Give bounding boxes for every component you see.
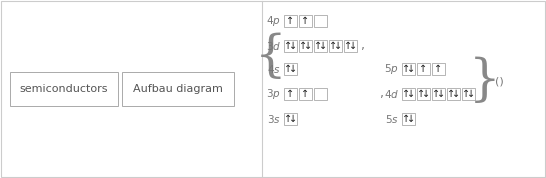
- FancyBboxPatch shape: [284, 15, 297, 27]
- Text: semiconductors: semiconductors: [20, 84, 108, 94]
- Text: ↑: ↑: [299, 41, 307, 51]
- Text: ↑: ↑: [287, 16, 294, 26]
- Text: ,: ,: [361, 40, 365, 53]
- FancyBboxPatch shape: [10, 72, 118, 106]
- Text: ↑: ↑: [344, 41, 352, 51]
- Text: (): (): [495, 77, 504, 87]
- Text: ↑: ↑: [462, 89, 470, 99]
- Text: ↑: ↑: [329, 41, 337, 51]
- FancyBboxPatch shape: [432, 88, 445, 100]
- Text: ↑: ↑: [432, 89, 441, 99]
- Text: ↓: ↓: [407, 89, 415, 99]
- Text: $4p$: $4p$: [266, 14, 281, 28]
- Text: ↑: ↑: [402, 114, 411, 124]
- FancyBboxPatch shape: [344, 40, 357, 52]
- Text: ↑: ↑: [284, 64, 292, 74]
- Text: $4s$: $4s$: [267, 63, 281, 75]
- Text: $3s$: $3s$: [267, 113, 281, 125]
- Text: ↑: ↑: [287, 89, 294, 99]
- FancyBboxPatch shape: [402, 88, 415, 100]
- Text: ↓: ↓: [304, 41, 312, 51]
- Text: {: {: [255, 33, 287, 82]
- FancyBboxPatch shape: [402, 113, 415, 125]
- FancyBboxPatch shape: [402, 63, 415, 75]
- FancyBboxPatch shape: [314, 88, 327, 100]
- FancyBboxPatch shape: [314, 40, 327, 52]
- FancyBboxPatch shape: [284, 113, 297, 125]
- Text: $5s$: $5s$: [385, 113, 399, 125]
- Text: ↓: ↓: [319, 41, 327, 51]
- Text: $4d$: $4d$: [384, 88, 399, 100]
- Text: ↑: ↑: [417, 89, 425, 99]
- FancyBboxPatch shape: [417, 63, 430, 75]
- Text: Aufbau diagram: Aufbau diagram: [133, 84, 223, 94]
- Text: ↑: ↑: [284, 41, 292, 51]
- Text: $3p$: $3p$: [266, 87, 281, 101]
- Text: ↓: ↓: [289, 64, 297, 74]
- Text: ↓: ↓: [407, 114, 415, 124]
- FancyBboxPatch shape: [432, 63, 445, 75]
- Text: ↓: ↓: [289, 41, 297, 51]
- FancyBboxPatch shape: [299, 88, 312, 100]
- Text: ↑: ↑: [301, 89, 310, 99]
- Text: ↓: ↓: [349, 41, 357, 51]
- FancyBboxPatch shape: [284, 40, 297, 52]
- Text: ↓: ↓: [437, 89, 445, 99]
- Text: ↓: ↓: [452, 89, 460, 99]
- Text: ↓: ↓: [422, 89, 430, 99]
- Text: ↑: ↑: [402, 89, 411, 99]
- Text: ↑: ↑: [314, 41, 322, 51]
- Text: }: }: [469, 57, 501, 106]
- FancyBboxPatch shape: [299, 40, 312, 52]
- FancyBboxPatch shape: [329, 40, 342, 52]
- FancyBboxPatch shape: [314, 15, 327, 27]
- FancyBboxPatch shape: [447, 88, 460, 100]
- FancyBboxPatch shape: [284, 63, 297, 75]
- Text: ↑: ↑: [447, 89, 455, 99]
- Text: ↓: ↓: [289, 114, 297, 124]
- FancyBboxPatch shape: [299, 15, 312, 27]
- Text: ↑: ↑: [435, 64, 443, 74]
- Text: $3d$: $3d$: [266, 40, 281, 52]
- FancyBboxPatch shape: [417, 88, 430, 100]
- Text: ↑: ↑: [419, 64, 428, 74]
- FancyBboxPatch shape: [462, 88, 475, 100]
- Text: ,: ,: [380, 88, 384, 101]
- FancyBboxPatch shape: [284, 88, 297, 100]
- Text: $5p$: $5p$: [384, 62, 399, 76]
- Text: ↓: ↓: [467, 89, 475, 99]
- Text: ↑: ↑: [284, 114, 292, 124]
- Text: ↓: ↓: [407, 64, 415, 74]
- Text: ↑: ↑: [402, 64, 411, 74]
- Text: ↑: ↑: [301, 16, 310, 26]
- FancyBboxPatch shape: [122, 72, 234, 106]
- Text: ↓: ↓: [334, 41, 342, 51]
